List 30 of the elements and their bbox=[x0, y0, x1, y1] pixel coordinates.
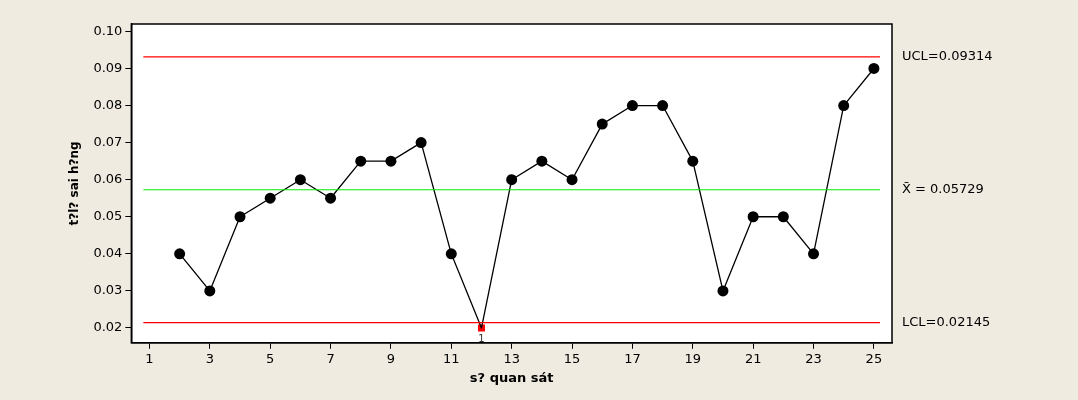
point bbox=[174, 248, 186, 260]
y-tick-label: 0.08 bbox=[93, 96, 123, 112]
x-tick-label: 21 bbox=[744, 350, 762, 366]
point bbox=[868, 62, 880, 74]
x-tick-label: 3 bbox=[205, 350, 214, 366]
y-tick-label: 0.07 bbox=[93, 134, 123, 149]
y-tick-label: 0.05 bbox=[93, 208, 123, 224]
ref-line-label: UCL=0.09314 bbox=[902, 48, 993, 64]
x-tick-label: 11 bbox=[443, 350, 460, 366]
x-tick-label: 15 bbox=[563, 350, 581, 366]
ref-line-label: LCL=0.02145 bbox=[902, 313, 991, 329]
y-tick-label: 0.02 bbox=[93, 319, 123, 335]
x-tick-label: 9 bbox=[386, 350, 396, 366]
x-tick-label: 19 bbox=[684, 350, 702, 366]
x-tick-label: 23 bbox=[805, 350, 822, 366]
y-tick-label: 0.06 bbox=[93, 171, 123, 187]
x-tick-label: 13 bbox=[503, 350, 520, 366]
y-tick-label: 0.04 bbox=[93, 245, 123, 261]
y-axis-title: t?l? sai h?ng bbox=[67, 141, 82, 226]
x-tick-label: 1 bbox=[145, 350, 154, 366]
x-tick-label: 17 bbox=[624, 350, 641, 366]
y-tick-label: 0.10 bbox=[93, 22, 123, 38]
annotation: 1 bbox=[478, 332, 485, 344]
x-axis-title: s? quan sát bbox=[469, 369, 554, 385]
y-tick-label: 0.09 bbox=[93, 59, 123, 75]
x-tick-label: 5 bbox=[266, 350, 275, 366]
ref-line-label: X̄ = 0.05729 bbox=[902, 181, 984, 197]
x-tick-label: 25 bbox=[865, 350, 883, 366]
y-tick-label: 0.03 bbox=[93, 282, 123, 298]
x-tick-label: 7 bbox=[326, 350, 335, 366]
